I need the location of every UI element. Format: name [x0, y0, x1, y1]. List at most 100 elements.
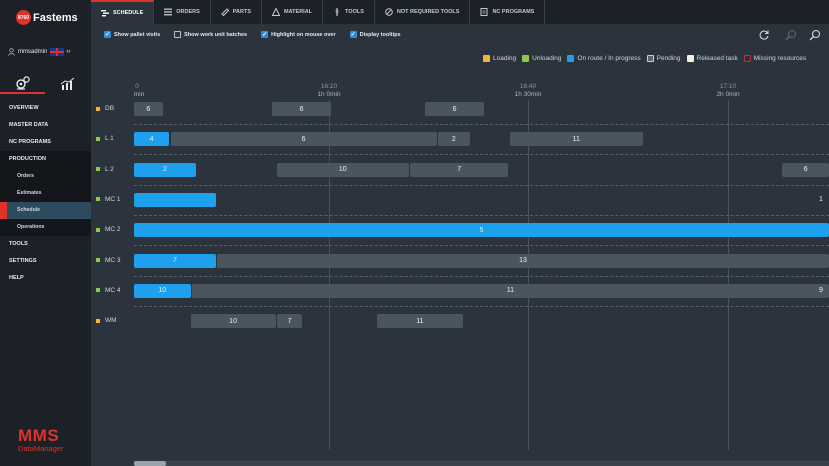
- schedule-task-bar[interactable]: 2: [437, 132, 470, 147]
- timeline-tick-time: 16:40: [519, 83, 537, 90]
- schedule-task-bar[interactable]: 9: [819, 287, 823, 295]
- schedule-task-bar[interactable]: 6: [782, 162, 829, 177]
- resource-name: DB: [105, 105, 115, 112]
- highlight-on-mouse-over-option[interactable]: ✓ Highlight on mouse over: [261, 31, 336, 38]
- schedule-task-bar[interactable]: 10: [134, 283, 191, 298]
- language-switch-icon[interactable]: ‹›: [66, 49, 71, 55]
- tab-label: PARTS: [232, 9, 252, 15]
- not-allowed-icon: [385, 8, 393, 16]
- tab-label: TOOLS: [345, 9, 364, 15]
- nav-master-data[interactable]: MASTER DATA: [9, 122, 49, 128]
- user-icon: [8, 48, 15, 56]
- schedule-task-bar[interactable]: 7: [276, 314, 303, 329]
- timeline-gridline: [728, 100, 729, 450]
- resource-status-dot: [96, 258, 100, 262]
- legend-label: Missing resources: [753, 55, 807, 62]
- nav-overview[interactable]: OVERVIEW: [9, 105, 39, 111]
- resource-label: DB: [96, 105, 114, 112]
- row-separator: [134, 275, 829, 277]
- tab-orders[interactable]: ORDERS: [154, 0, 211, 24]
- row-separator: [134, 184, 829, 186]
- legend-label: Pending: [656, 55, 681, 62]
- schedule-task-bar[interactable]: 6: [170, 132, 437, 147]
- zoom-in-icon[interactable]: [809, 29, 821, 41]
- schedule-task-bar[interactable]: 6: [271, 102, 332, 116]
- nav-tools[interactable]: TOOLS: [9, 241, 28, 247]
- document-icon: [480, 8, 488, 16]
- schedule-task-bar[interactable]: 10: [276, 162, 409, 177]
- nav-operations[interactable]: Operations: [0, 219, 91, 236]
- highlight-on-mouse-over-checkbox[interactable]: ✓: [261, 31, 269, 38]
- nav-orders[interactable]: Orders: [0, 168, 91, 185]
- toolbar-right-3: [809, 29, 821, 41]
- show-work-unit-batches-checkbox[interactable]: [174, 31, 182, 38]
- resource-status-dot: [96, 167, 100, 172]
- show-pallet-visits-checkbox[interactable]: ✓: [104, 31, 111, 38]
- display-tooltips-checkbox[interactable]: ✓: [349, 31, 357, 38]
- resource-name: L 1: [105, 135, 114, 143]
- row-separator: [134, 154, 829, 156]
- nav-schedule[interactable]: Schedule: [0, 202, 91, 219]
- legend-on-route: On route / In progress: [567, 55, 641, 62]
- top-tab-bar: SCHEDULE ORDERS PARTS MATERIAL TOOLS NOT…: [91, 0, 829, 24]
- schedule-task-bar[interactable]: 4: [134, 132, 170, 147]
- zoom-out-icon[interactable]: [785, 29, 797, 41]
- show-work-unit-batches-option[interactable]: Show work unit batches: [174, 31, 247, 38]
- brand-badge: 8760: [16, 10, 31, 25]
- tab-parts[interactable]: PARTS: [211, 0, 263, 24]
- legend-swatch: [743, 55, 751, 62]
- horizontal-scrollbar[interactable]: [134, 461, 829, 466]
- part-icon: [221, 8, 229, 16]
- nav-settings[interactable]: SETTINGS: [9, 258, 37, 264]
- legend-swatch: [686, 55, 694, 62]
- tab-nc-programs[interactable]: NC PROGRAMS: [470, 0, 546, 24]
- legend-swatch: [567, 55, 575, 62]
- user-info[interactable]: mmsadmin ‹›: [8, 48, 70, 56]
- tab-tools[interactable]: TOOLS: [323, 0, 375, 24]
- schedule-task-bar[interactable]: 2: [134, 162, 196, 177]
- username: mmsadmin: [18, 49, 48, 55]
- schedule-task-bar[interactable]: 10: [190, 314, 276, 329]
- resource-status-dot: [96, 197, 100, 202]
- schedule-task-bar[interactable]: 6: [134, 102, 163, 116]
- brand-name: Fastems: [33, 11, 78, 24]
- schedule-task-bar[interactable]: [134, 192, 216, 207]
- nav-nc-programs[interactable]: NC PROGRAMS: [9, 139, 51, 145]
- status-legend: Loading Unloading On route / In progress…: [483, 55, 812, 62]
- schedule-task-bar[interactable]: 7: [134, 253, 216, 268]
- schedule-task-bar[interactable]: 1: [819, 196, 823, 204]
- brand-logo[interactable]: 8760 Fastems: [16, 10, 78, 25]
- tab-material[interactable]: MATERIAL: [262, 0, 324, 24]
- tab-label: NOT REQUIRED TOOLS: [396, 9, 460, 15]
- uk-flag-icon[interactable]: [50, 48, 65, 56]
- resource-label: L 1: [96, 135, 114, 142]
- resource-status-dot: [96, 318, 100, 323]
- scrollbar-thumb[interactable]: [134, 461, 166, 466]
- schedule-task-bar[interactable]: 11: [509, 132, 643, 147]
- legend-label: Loading: [493, 55, 517, 62]
- analytics-mode-button[interactable]: [45, 74, 90, 94]
- show-pallet-visits-option[interactable]: ✓ Show pallet visits: [104, 31, 160, 38]
- refresh-icon[interactable]: [758, 29, 770, 41]
- schedule-task-bar[interactable]: 11: [376, 314, 464, 329]
- schedule-task-bar[interactable]: 11: [191, 283, 829, 298]
- schedule-task-bar[interactable]: 5: [134, 223, 829, 238]
- schedule-icon: [101, 10, 109, 17]
- schedule-task-bar[interactable]: 6: [424, 102, 485, 116]
- tab-not-required-tools[interactable]: NOT REQUIRED TOOLS: [375, 0, 471, 24]
- legend-label: Unloading: [532, 55, 562, 62]
- timeline-header: 0 min 16:10 1h 0min 16:40 1h 30min 17:10…: [134, 80, 829, 100]
- bar-chart-icon: [60, 77, 74, 90]
- option-label: Highlight on mouse over: [271, 31, 336, 38]
- nav-estimates[interactable]: Estimates: [0, 185, 91, 202]
- schedule-task-bar[interactable]: 13: [217, 253, 829, 268]
- nav-production[interactable]: PRODUCTION: [0, 151, 91, 168]
- gears-icon: [15, 76, 30, 90]
- resource-label: L 2: [96, 166, 114, 173]
- tab-schedule[interactable]: SCHEDULE: [91, 0, 155, 24]
- nav-help[interactable]: HELP: [9, 275, 24, 281]
- production-mode-button[interactable]: [0, 74, 45, 94]
- schedule-task-bar[interactable]: 7: [409, 162, 509, 177]
- tab-label: ORDERS: [176, 9, 200, 15]
- display-tooltips-option[interactable]: ✓ Display tooltips: [349, 31, 401, 38]
